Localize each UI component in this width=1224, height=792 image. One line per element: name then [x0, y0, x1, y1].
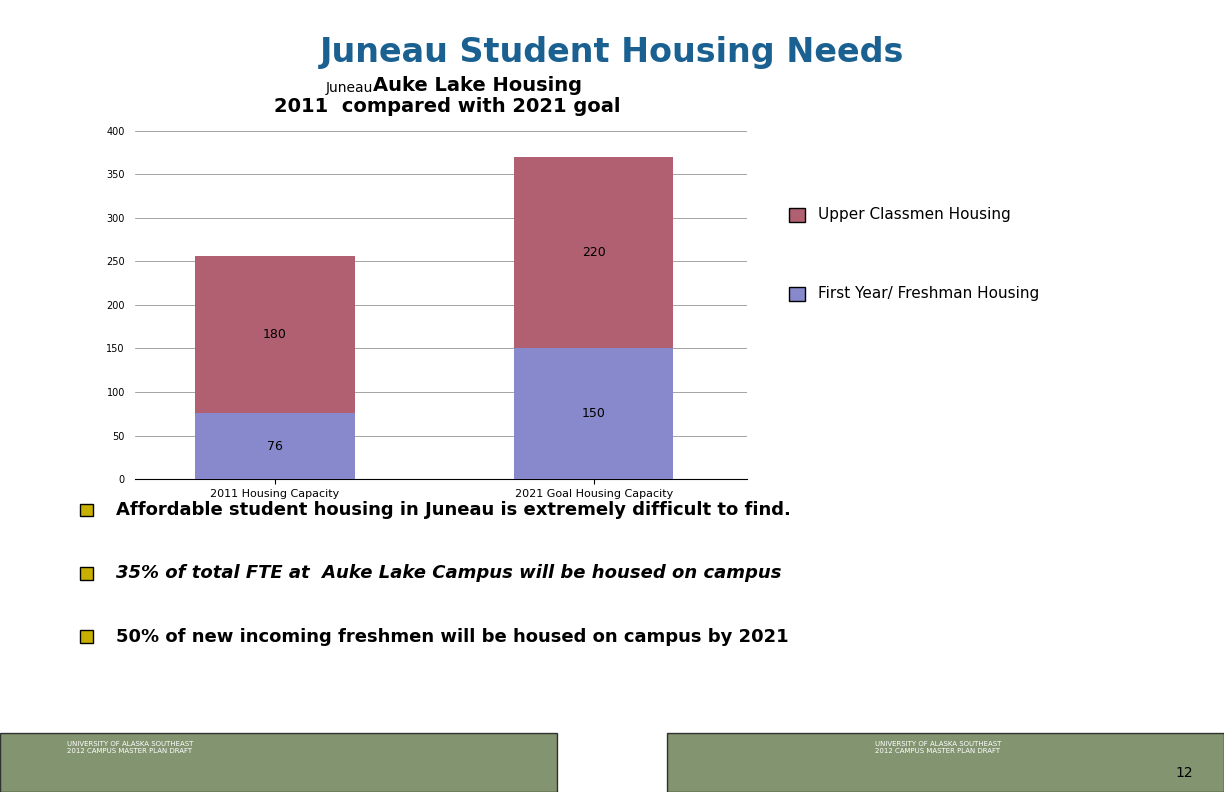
- Text: Auke Lake Housing: Auke Lake Housing: [373, 76, 583, 95]
- Text: First Year/ Freshman Housing: First Year/ Freshman Housing: [818, 287, 1039, 301]
- Text: 220: 220: [581, 246, 606, 259]
- Text: 76: 76: [267, 440, 283, 452]
- Bar: [195, 413, 355, 479]
- Text: 35% of total FTE at  Auke Lake Campus will be housed on campus: 35% of total FTE at Auke Lake Campus wil…: [116, 565, 782, 582]
- Bar: [514, 157, 673, 348]
- Text: 180: 180: [263, 328, 286, 341]
- Bar: [514, 348, 673, 479]
- Text: Juneau: Juneau: [326, 81, 373, 95]
- Bar: [195, 256, 355, 413]
- Text: Upper Classmen Housing: Upper Classmen Housing: [818, 208, 1010, 222]
- Text: Juneau Student Housing Needs: Juneau Student Housing Needs: [319, 36, 905, 69]
- Text: 150: 150: [581, 407, 606, 421]
- Text: 2011  compared with 2021 goal: 2011 compared with 2021 goal: [273, 97, 621, 116]
- Text: UNIVERSITY OF ALASKA SOUTHEAST
2012 CAMPUS MASTER PLAN DRAFT: UNIVERSITY OF ALASKA SOUTHEAST 2012 CAMP…: [67, 741, 193, 753]
- Text: Affordable student housing in Juneau is extremely difficult to find.: Affordable student housing in Juneau is …: [116, 501, 791, 519]
- Text: UNIVERSITY OF ALASKA SOUTHEAST
2012 CAMPUS MASTER PLAN DRAFT: UNIVERSITY OF ALASKA SOUTHEAST 2012 CAMP…: [875, 741, 1001, 753]
- Text: 12: 12: [1176, 766, 1193, 780]
- Text: 50% of new incoming freshmen will be housed on campus by 2021: 50% of new incoming freshmen will be hou…: [116, 628, 789, 645]
